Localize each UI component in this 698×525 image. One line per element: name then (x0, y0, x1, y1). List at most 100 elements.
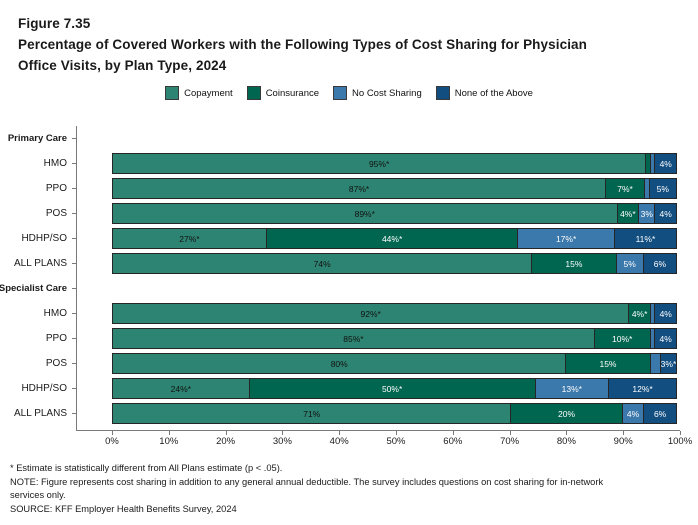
axis-tick (72, 288, 76, 289)
note-line-2: services only. (10, 490, 66, 500)
chart-legend: Copayment Coinsurance No Cost Sharing None … (0, 86, 698, 100)
x-axis-tick-mark (509, 431, 511, 435)
x-axis-tick-mark (623, 431, 625, 435)
x-axis-tick-label: 30% (272, 436, 292, 447)
bar-segment-label: 71% (303, 408, 321, 419)
bar-segment-no-cost-sharing: 5% (615, 253, 644, 274)
x-axis-tick-mark (112, 431, 113, 435)
bar-segment-none-of-the-above: 6% (643, 403, 677, 424)
bar-segment-coinsurance: 15% (531, 253, 617, 274)
footnotes: * Estimate is statistically different fr… (10, 462, 686, 516)
bar-segment-label: 11%* (635, 233, 656, 244)
x-axis-tick-label: 70% (500, 436, 520, 447)
bar-segment-label: 87%* (348, 183, 370, 194)
axis-tick (72, 263, 76, 264)
bar-row: HMO 92%* 4%* 4% (44, 301, 680, 326)
bar-segment-coinsurance: 15% (565, 353, 651, 374)
x-axis-tick-mark (339, 431, 341, 435)
category-label-hdhp-so: HDHP/SO (21, 383, 67, 394)
bar-segment-label: 15% (565, 258, 583, 269)
title-block: Figure 7.35 Percentage of Covered Worker… (18, 14, 678, 76)
bar-segment-copayment: 80% (112, 353, 567, 374)
bar-segment-label: 4% (659, 333, 672, 344)
legend-swatch-icon (435, 86, 450, 100)
footnote-significance: * Estimate is statistically different fr… (10, 463, 283, 473)
x-axis-tick-mark (396, 431, 397, 435)
stacked-bar: 87%* 7%* 5% (112, 178, 680, 199)
axis-tick (72, 163, 76, 164)
category-label-ppo: PPO (45, 183, 67, 194)
legend-label: Coinsurance (265, 87, 320, 99)
axis-tick (72, 363, 76, 364)
stacked-bar: 71% 20% 4% 6% (112, 403, 680, 424)
stacked-bar: 95%* 4% (112, 153, 680, 174)
bar-segment-copayment: 92%* (112, 303, 630, 324)
bar-segment-copayment: 71% (112, 403, 512, 424)
plot-area: Primary Care HMO 95%* 4% PPO 87%* 7%* 5% POS 89%*… (0, 126, 680, 431)
legend-label: None of the Above (454, 87, 533, 99)
bar-row: POS 80% 15% 3%* (46, 351, 680, 376)
bar-segment-coinsurance: 20% (510, 403, 623, 424)
bar-segment-none-of-the-above: 3%* (659, 353, 677, 374)
bar-segment-no-cost-sharing: 3% (638, 203, 656, 224)
category-label-pos: POS (45, 208, 67, 219)
bar-segment-label: 92%* (360, 308, 381, 319)
x-axis-tick-label: 40% (329, 436, 349, 447)
bar-row: HMO 95%* 4% (44, 151, 680, 176)
stacked-bar: 92%* 4%* 4% (112, 303, 680, 324)
bar-segment-none-of-the-above: 4% (654, 153, 677, 174)
legend-item-no-cost-sharing: No Cost Sharing (333, 86, 422, 100)
bar-segment-coinsurance: 50%* (248, 378, 536, 399)
bar-segment-copayment: 27%* (112, 228, 267, 249)
legend-swatch-icon (246, 86, 261, 100)
bar-segment-copayment: 74% (112, 253, 533, 274)
bar-segment-coinsurance: 4%* (616, 203, 640, 224)
bar-segment-none-of-the-above: 5% (648, 178, 677, 199)
category-label-pos: POS (45, 358, 67, 369)
bar-segment-none-of-the-above: 12%* (608, 378, 677, 399)
bar-segment-label: 4% (659, 158, 672, 169)
bar-row: PPO 87%* 7%* 5% (46, 176, 680, 201)
bar-segment-none-of-the-above: 4% (654, 303, 677, 324)
bar-segment-none-of-the-above: 11%* (613, 228, 677, 249)
x-axis-tick-mark (168, 431, 170, 435)
x-axis-tick-label: 0% (105, 436, 119, 447)
figure-number: Figure 7.35 (18, 16, 91, 31)
bar-segment-copayment: 89%* (112, 203, 618, 224)
bar-segment-coinsurance: 10%* (593, 328, 651, 349)
bar-row: POS 89%* 4%* 3% 4% (46, 201, 680, 226)
axis-tick (72, 388, 76, 389)
bar-segment-copayment: 85%* (112, 328, 595, 349)
bar-segment-coinsurance: 44%* (265, 228, 519, 249)
legend-swatch-icon (333, 86, 348, 100)
bar-segment-label: 80% (330, 358, 348, 369)
bar-segment-none-of-the-above: 6% (642, 253, 677, 274)
group-header-row: Specialist Care (0, 276, 680, 301)
stacked-bar: 74% 15% 5% 6% (112, 253, 680, 274)
x-axis-tick-mark (680, 431, 681, 435)
bar-segment-label: 17%* (555, 233, 577, 244)
bar-segment-label: 7%* (617, 183, 633, 194)
y-axis-line (76, 126, 77, 431)
stacked-bar: 24%* 50%* 13%* 12%* (112, 378, 680, 399)
bar-segment-label: 20% (558, 408, 576, 419)
bar-segment-label: 85%* (343, 333, 364, 344)
bar-row: ALL PLANS 71% 20% 4% 6% (14, 401, 680, 426)
category-label-hmo: HMO (43, 158, 67, 169)
x-axis-tick-label: 10% (159, 436, 179, 447)
bar-segment-label: 6% (653, 258, 667, 269)
bar-segment-copayment: 24%* (112, 378, 250, 399)
bar-segment-label: 4% (659, 308, 672, 319)
bar-segment-label: 13%* (561, 383, 582, 394)
legend-item-none-of-the-above: None of the Above (435, 86, 533, 100)
category-label-all-plans: ALL PLANS (14, 258, 67, 269)
stacked-bar: 80% 15% 3%* (112, 353, 680, 374)
bar-segment-label: 27%* (179, 233, 200, 244)
bar-segment-label: 4%* (620, 208, 636, 219)
legend-item-copayment: Copayment (165, 86, 233, 100)
x-axis-tick-mark (225, 431, 227, 435)
figure-title-line-1: Percentage of Covered Workers with the F… (18, 37, 587, 52)
bar-row: HDHP/SO 27%* 44%* 17%* 11%* (21, 226, 680, 251)
x-axis-tick-label: 100% (667, 436, 693, 447)
